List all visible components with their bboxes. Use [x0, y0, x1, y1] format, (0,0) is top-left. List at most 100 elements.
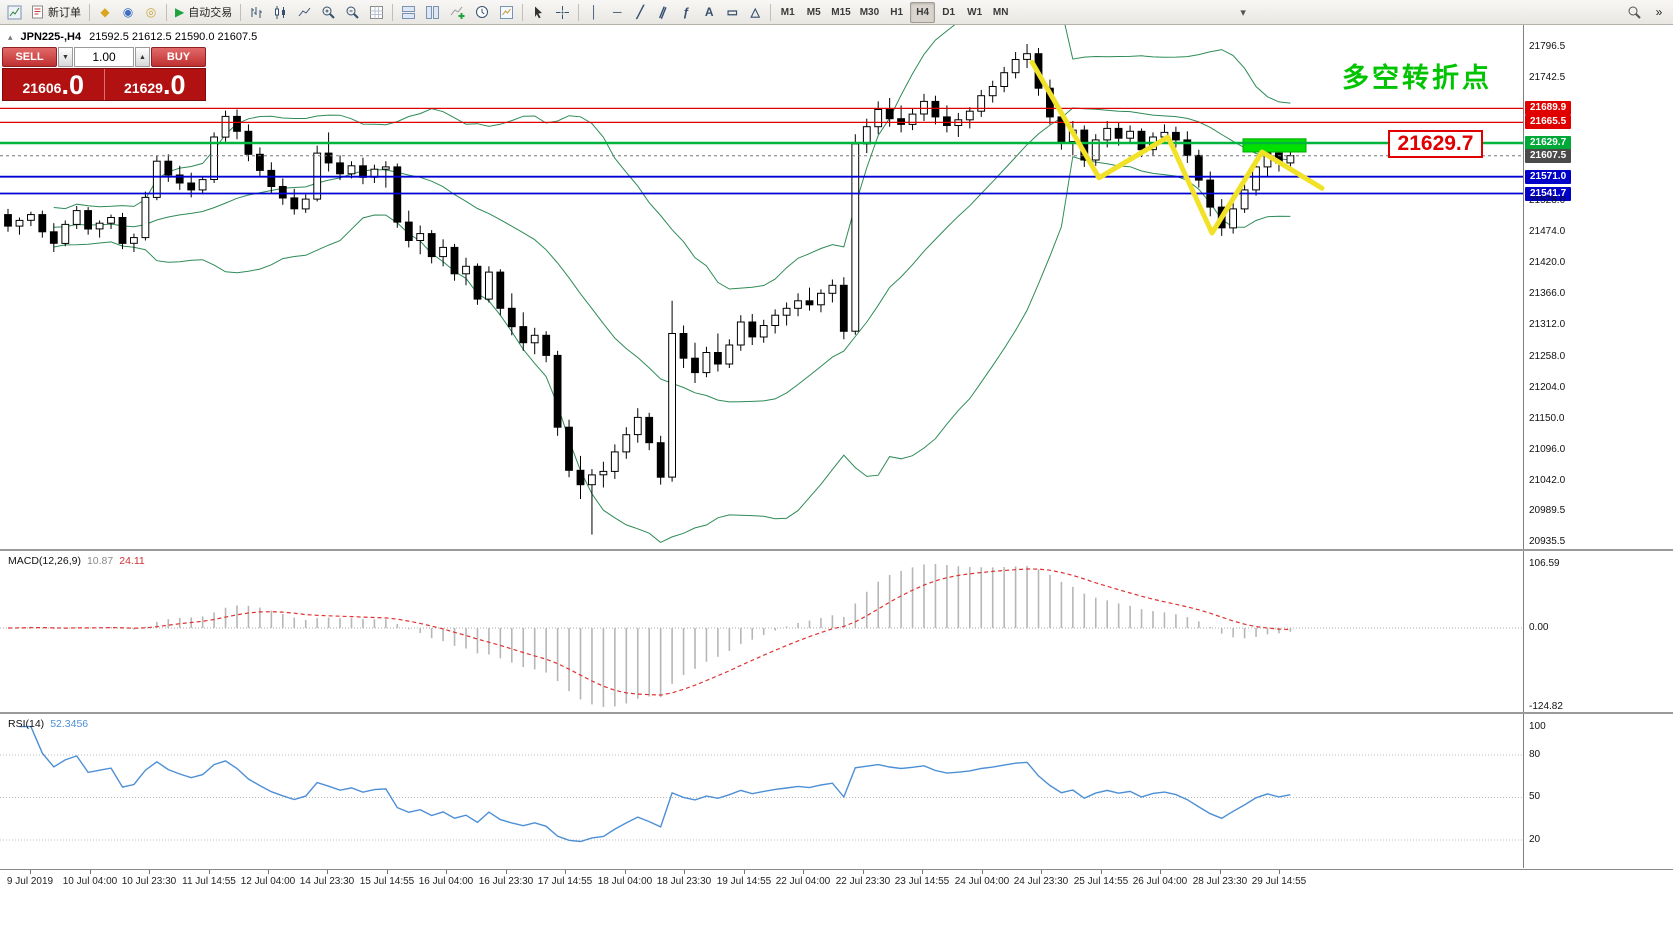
zoom-out-button[interactable] [341, 2, 364, 23]
vertical-line-tool-button[interactable]: │ [583, 2, 605, 23]
candle [1137, 130, 1146, 151]
candle [439, 246, 448, 258]
candle [542, 334, 551, 356]
community-button[interactable]: ◎ [140, 2, 162, 23]
time-tick [387, 870, 388, 874]
timeframe-m1-button[interactable]: M1 [775, 2, 800, 23]
timeframe-m15-button[interactable]: M15 [827, 2, 854, 23]
candle [610, 451, 619, 472]
candle [164, 160, 173, 176]
volume-input[interactable] [74, 47, 134, 67]
panel-divider[interactable] [0, 712, 1673, 714]
candle [679, 333, 688, 359]
candle [267, 169, 276, 187]
macd-axis[interactable]: 106.59 0.00 -124.82 [1523, 551, 1673, 712]
search-button[interactable] [1623, 2, 1646, 23]
macd-panel[interactable] [0, 551, 1523, 712]
timeframe-m30-button[interactable]: M30 [856, 2, 883, 23]
volume-decrease-button[interactable]: ▼ [58, 47, 73, 67]
line-chart-icon [298, 7, 311, 16]
price-axis[interactable]: 21689.9 21665.5 21629.7 21607.5 21571.0 21541… [1523, 25, 1673, 549]
zoom-in-button[interactable] [317, 2, 340, 23]
line-chart-button[interactable] [293, 2, 316, 23]
volume-increase-button[interactable]: ▲ [135, 47, 150, 67]
time-axis[interactable]: 9 Jul 2019 10 Jul 04:00 10 Jul 23:30 11 Jul… [0, 869, 1673, 893]
trendline-tool-button[interactable]: ╱ [629, 2, 651, 23]
crosshair-button[interactable] [551, 2, 574, 23]
toolbar-overflow-button[interactable]: ▾ [1232, 2, 1254, 23]
candle-chart-button[interactable] [269, 2, 292, 23]
time-label: 29 Jul 14:55 [1251, 876, 1307, 887]
autotrading-button[interactable]: ▶ 自动交易 [171, 2, 236, 23]
cascade-windows-button[interactable] [421, 2, 444, 23]
candle [278, 186, 287, 199]
candle [233, 115, 241, 132]
time-tick [803, 870, 804, 874]
time-label: 23 Jul 14:55 [894, 876, 950, 887]
timeframe-h4-button[interactable]: H4 [910, 1, 936, 23]
candle [828, 284, 837, 294]
cursor-icon [535, 6, 543, 18]
indicators-button[interactable] [445, 2, 469, 23]
rsi-panel[interactable] [0, 714, 1523, 868]
timeframe-mn-button[interactable]: MN [988, 2, 1013, 23]
panel-divider[interactable] [0, 549, 1673, 551]
chinese-annotation[interactable]: 多空转折点 [1342, 63, 1492, 93]
candle [553, 354, 562, 428]
candle [1172, 131, 1180, 141]
price-line-tag: 21607.5 [1525, 149, 1572, 163]
timeframe-h1-button[interactable]: H1 [884, 2, 909, 23]
chevron-down-icon: ▾ [1240, 6, 1246, 19]
highlight-box[interactable] [1242, 138, 1307, 153]
buy-price-button[interactable]: 21629.0 [103, 69, 206, 100]
chart-shift-button[interactable] [365, 2, 388, 23]
timeframe-w1-button[interactable]: W1 [962, 2, 987, 23]
horizontal-line-tool-button[interactable]: ─ [606, 2, 628, 23]
candlestick-chart[interactable] [0, 25, 1523, 549]
label-tool-icon: ▭ [726, 5, 738, 19]
time-label: 17 Jul 14:55 [537, 876, 593, 887]
price-line-tag: 21665.5 [1525, 115, 1572, 129]
chart-window-icon[interactable] [3, 2, 26, 23]
label-tool-button[interactable]: ▭ [721, 2, 743, 23]
candle [210, 136, 218, 180]
rsi-label: RSI(14) 52.3456 [8, 718, 88, 730]
sell-price-main: 21606 [22, 80, 62, 96]
bar-chart-button[interactable] [245, 2, 268, 23]
fast-forward-button[interactable]: » [1648, 2, 1670, 23]
templates-button[interactable] [495, 2, 518, 23]
cursor-button[interactable] [527, 2, 550, 23]
periods-button[interactable] [470, 2, 494, 23]
timeframe-d1-button[interactable]: D1 [936, 2, 961, 23]
price-callout[interactable]: 21629.7 [1388, 130, 1483, 158]
candle [381, 166, 390, 170]
signals-button[interactable]: ◉ [117, 2, 139, 23]
time-label: 24 Jul 04:00 [954, 876, 1010, 887]
new-order-button[interactable]: 新订单 [27, 2, 85, 23]
candle [1240, 189, 1249, 210]
fibonacci-tool-button[interactable]: ƒ [675, 2, 697, 23]
rsi-axis[interactable]: 100 80 50 20 [1523, 714, 1673, 868]
sell-price-pips: .0 [61, 70, 84, 100]
collapse-panel-icon[interactable]: ▴ [8, 31, 13, 42]
market-button[interactable]: ◆ [94, 2, 116, 23]
volume-up-icon: ▲ [139, 53, 146, 61]
candle [72, 210, 81, 225]
buy-button[interactable]: BUY [151, 47, 206, 67]
tile-windows-button[interactable] [397, 2, 420, 23]
sell-price-button[interactable]: 21606.0 [3, 69, 104, 100]
candle [416, 233, 425, 242]
symbol-period-label: JPN225-,H4 [20, 31, 82, 43]
toolbar-separator [392, 3, 394, 21]
zigzag-drawing[interactable] [1029, 59, 1325, 236]
candle [256, 153, 264, 171]
axis-price-label: 21312.0 [1529, 319, 1566, 330]
channel-tool-button[interactable]: ∥ [652, 2, 674, 23]
text-tool-button[interactable]: A [698, 2, 720, 23]
sell-button[interactable]: SELL [2, 47, 57, 67]
candle [130, 237, 138, 244]
shapes-tool-button[interactable]: △ [744, 2, 766, 23]
candle [507, 307, 516, 328]
axis-price-label: 21474.0 [1529, 226, 1566, 237]
timeframe-m5-button[interactable]: M5 [801, 2, 826, 23]
